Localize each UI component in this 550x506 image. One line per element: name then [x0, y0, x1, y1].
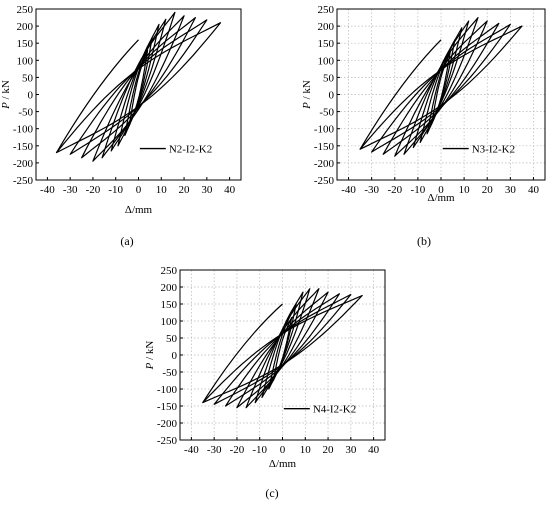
x-tick-label: -30	[63, 184, 78, 196]
hysteresis-loop	[225, 293, 340, 407]
x-tick-label: -40	[184, 444, 199, 456]
unloading-branch	[55, 39, 139, 153]
y-axis-label-variable: P	[144, 362, 156, 370]
y-axis-label: P / kN	[0, 80, 12, 110]
hysteresis-loop	[236, 291, 329, 409]
y-tick-label: 250	[318, 4, 335, 16]
hysteresis-loop	[213, 293, 352, 405]
y-axis-label-unit: / kN	[144, 341, 156, 363]
panel-label: (c)	[265, 486, 278, 500]
y-tick-label: 50	[22, 72, 34, 84]
hysteresis-loop	[69, 19, 208, 155]
y-axis-label-unit: / kN	[0, 80, 12, 102]
x-tick-label: 40	[368, 444, 380, 456]
unloading-branch	[202, 303, 283, 403]
hysteresis-loop	[382, 22, 500, 155]
hysteresis-loop	[371, 23, 511, 153]
x-tick-label: -10	[411, 184, 426, 196]
x-tick-label: 20	[482, 184, 494, 196]
y-axis-label: P / kN	[301, 80, 313, 110]
y-tick-label: 150	[17, 38, 34, 50]
y-tick-label: -250	[314, 175, 335, 187]
y-tick-label: -150	[314, 141, 335, 153]
y-tick-label: 200	[318, 21, 335, 33]
y-axis-label-unit: / kN	[301, 80, 313, 102]
x-tick-label: -20	[86, 184, 101, 196]
x-tick-label: 40	[528, 184, 540, 196]
panel-label: (b)	[417, 234, 431, 248]
x-tick-label: 40	[224, 184, 236, 196]
y-tick-label: 100	[161, 316, 178, 328]
unloading-branch	[359, 39, 442, 150]
x-tick-label: 10	[300, 444, 312, 456]
x-tick-label: 10	[156, 184, 168, 196]
hysteresis-loop	[359, 25, 523, 150]
y-tick-label: -150	[157, 401, 178, 413]
panel-label: (a)	[120, 234, 133, 248]
y-tick-label: 200	[17, 21, 34, 33]
y-tick-label: -250	[157, 435, 178, 447]
y-tick-label: 100	[17, 55, 34, 67]
y-tick-label: -150	[13, 141, 34, 153]
chart-panel-1: -40 -30 -20 -10 0 10 20 30 40-250-200-150-100-50…	[0, 4, 242, 248]
x-tick-label: -10	[252, 444, 267, 456]
y-axis-label: P / kN	[144, 341, 156, 371]
x-axis-label: Δ/mm	[427, 192, 455, 204]
hysteresis-loop	[245, 288, 320, 409]
chart-panel-3: -40 -30 -20 -10 0 10 20 30 40-250-200-150-100-50…	[144, 265, 386, 500]
x-tick-label: -30	[364, 184, 379, 196]
x-tick-label: 20	[179, 184, 191, 196]
hysteresis-loop	[403, 17, 479, 155]
x-tick-label: 20	[323, 444, 335, 456]
y-tick-label: 150	[161, 299, 178, 311]
x-tick-label: 30	[345, 444, 357, 456]
x-tick-label: 0	[438, 184, 444, 196]
y-tick-label: 200	[161, 282, 178, 294]
x-tick-label: -40	[341, 184, 356, 196]
y-tick-label: 100	[318, 55, 335, 67]
legend-label: N2-I2-K2	[169, 144, 212, 156]
y-tick-label: 250	[161, 265, 178, 277]
y-tick-label: -50	[18, 107, 33, 119]
y-tick-label: 0	[329, 90, 335, 102]
hysteresis-loop	[55, 22, 222, 154]
y-tick-label: -200	[13, 158, 34, 170]
hysteresis-loop	[92, 15, 185, 162]
y-axis-label-variable: P	[301, 102, 313, 110]
legend-label: N4-I2-K2	[313, 404, 356, 416]
y-tick-label: 0	[172, 350, 178, 362]
y-tick-label: 150	[318, 38, 335, 50]
y-tick-label: -100	[314, 124, 335, 136]
hysteresis-loop	[394, 20, 488, 157]
y-tick-label: -200	[314, 158, 335, 170]
y-tick-label: 250	[17, 4, 34, 16]
x-tick-label: 30	[505, 184, 517, 196]
y-tick-label: -50	[319, 107, 334, 119]
y-tick-label: 50	[166, 333, 178, 345]
y-tick-label: -200	[157, 418, 178, 430]
x-tick-label: 0	[136, 184, 142, 196]
x-tick-label: 0	[280, 444, 286, 456]
y-tick-label: -50	[162, 367, 177, 379]
y-tick-label: -100	[157, 384, 178, 396]
y-axis-label-variable: P	[0, 102, 12, 110]
y-tick-label: 0	[28, 90, 34, 102]
x-tick-label: -30	[207, 444, 222, 456]
hysteresis-loop	[202, 294, 363, 404]
y-tick-label: -250	[13, 175, 34, 187]
y-tick-label: 50	[323, 72, 335, 84]
x-axis-label: Δ/mm	[269, 458, 297, 470]
chart-panel-2: -40 -30 -20 -10 0 10 20 30 40-250-200-150-100-50…	[301, 4, 546, 248]
x-tick-label: -10	[108, 184, 123, 196]
x-tick-label: -20	[230, 444, 245, 456]
x-tick-label: -40	[40, 184, 55, 196]
x-axis-label: Δ/mm	[125, 204, 153, 216]
y-tick-label: -100	[13, 124, 34, 136]
x-tick-label: 10	[459, 184, 471, 196]
legend-label: N3-I2-K2	[472, 144, 515, 156]
x-tick-label: -20	[387, 184, 402, 196]
x-tick-label: 30	[201, 184, 213, 196]
hysteresis-loop	[81, 17, 196, 159]
